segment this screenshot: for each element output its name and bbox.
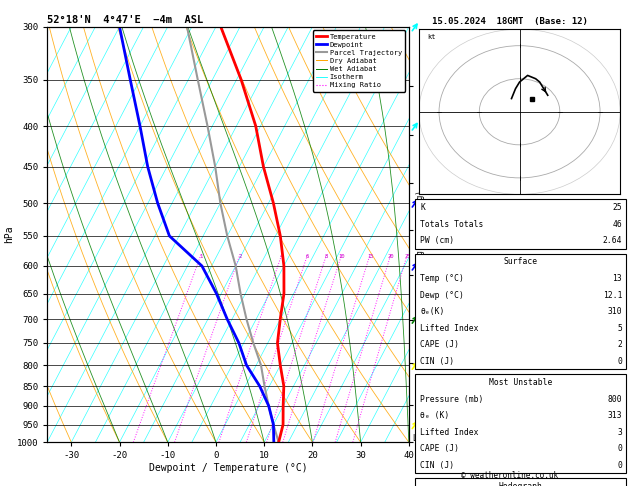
Text: 0: 0 <box>617 357 622 365</box>
Text: Lifted Index: Lifted Index <box>420 428 479 436</box>
Text: 52°18'N  4°47'E  −4m  ASL: 52°18'N 4°47'E −4m ASL <box>47 15 203 25</box>
Text: 5: 5 <box>617 324 622 332</box>
Text: 4: 4 <box>280 254 284 259</box>
Text: PW (cm): PW (cm) <box>420 236 454 245</box>
Text: kt: kt <box>427 34 435 40</box>
Text: θₑ (K): θₑ (K) <box>420 411 450 420</box>
Text: Hodograph: Hodograph <box>499 482 542 486</box>
Legend: Temperature, Dewpoint, Parcel Trajectory, Dry Adiabat, Wet Adiabat, Isotherm, Mi: Temperature, Dewpoint, Parcel Trajectory… <box>313 30 405 92</box>
Text: 310: 310 <box>608 307 622 316</box>
Text: CIN (J): CIN (J) <box>420 357 454 365</box>
Text: 46: 46 <box>612 220 622 228</box>
Text: LCL: LCL <box>413 434 426 443</box>
Text: 2: 2 <box>238 254 242 259</box>
Text: 15: 15 <box>367 254 374 259</box>
Text: 8: 8 <box>325 254 328 259</box>
Text: 0: 0 <box>617 461 622 469</box>
Text: Most Unstable: Most Unstable <box>489 378 552 387</box>
Text: 0: 0 <box>617 444 622 453</box>
Text: 15.05.2024  18GMT  (Base: 12): 15.05.2024 18GMT (Base: 12) <box>431 17 587 26</box>
Text: CAPE (J): CAPE (J) <box>420 340 459 349</box>
Text: 313: 313 <box>608 411 622 420</box>
Text: 2: 2 <box>617 340 622 349</box>
Text: Mixing Ratio (g/kg): Mixing Ratio (g/kg) <box>416 191 425 278</box>
Text: 3: 3 <box>617 428 622 436</box>
Text: 12.1: 12.1 <box>603 291 622 299</box>
Y-axis label: km
ASL: km ASL <box>426 215 442 235</box>
Text: © weatheronline.co.uk: © weatheronline.co.uk <box>461 471 558 480</box>
Text: 2.64: 2.64 <box>603 236 622 245</box>
Text: Totals Totals: Totals Totals <box>420 220 484 228</box>
Text: 1: 1 <box>199 254 203 259</box>
Y-axis label: hPa: hPa <box>4 226 14 243</box>
Text: CAPE (J): CAPE (J) <box>420 444 459 453</box>
Text: K: K <box>420 203 425 212</box>
Text: 10: 10 <box>338 254 345 259</box>
Text: 800: 800 <box>608 395 622 403</box>
Text: Pressure (mb): Pressure (mb) <box>420 395 484 403</box>
Text: 6: 6 <box>306 254 309 259</box>
Text: 13: 13 <box>612 274 622 283</box>
Text: Dewp (°C): Dewp (°C) <box>420 291 464 299</box>
Text: θₑ(K): θₑ(K) <box>420 307 445 316</box>
Text: CIN (J): CIN (J) <box>420 461 454 469</box>
Text: 25: 25 <box>404 254 411 259</box>
Text: 20: 20 <box>387 254 394 259</box>
Text: Lifted Index: Lifted Index <box>420 324 479 332</box>
X-axis label: Dewpoint / Temperature (°C): Dewpoint / Temperature (°C) <box>148 463 308 473</box>
Text: Temp (°C): Temp (°C) <box>420 274 464 283</box>
Text: 25: 25 <box>612 203 622 212</box>
Text: Surface: Surface <box>503 258 538 266</box>
